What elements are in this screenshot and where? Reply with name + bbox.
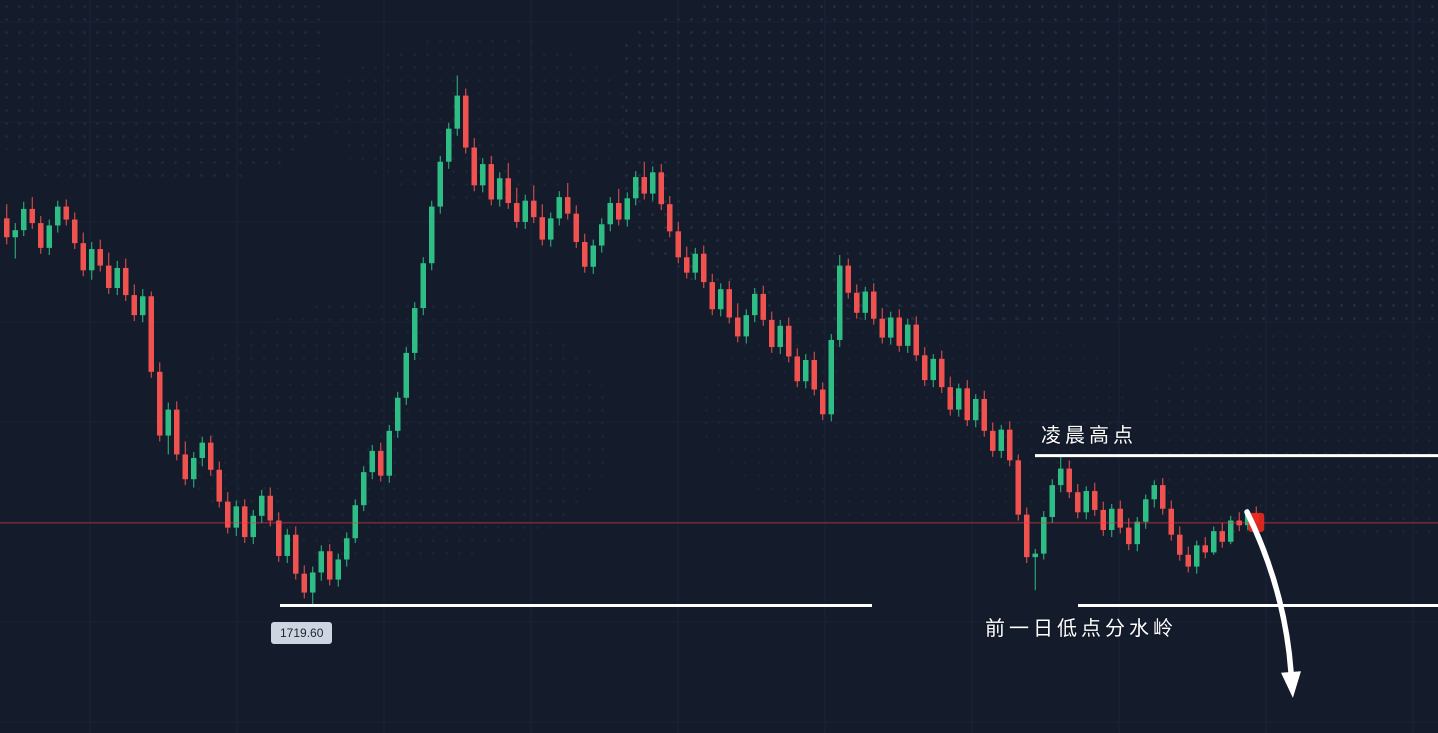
annotation-morning-high-label: 凌晨高点 xyxy=(1041,425,1137,447)
down-arrow[interactable] xyxy=(1244,509,1294,675)
price-label: 1719.60 xyxy=(271,622,333,644)
annotation-prev-day-low-label: 前一日低点分水岭 xyxy=(985,618,1177,640)
down-arrow-head xyxy=(1281,671,1301,698)
candles-series xyxy=(4,75,1259,606)
